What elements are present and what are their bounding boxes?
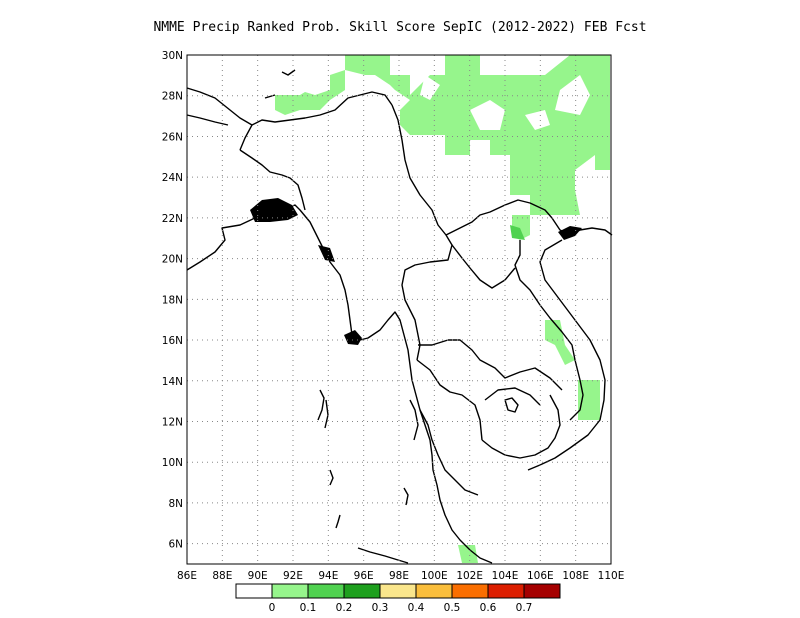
lat-tick-label: 8N <box>168 498 183 510</box>
colorbar-swatch <box>379 583 417 599</box>
colorbar-swatch <box>235 583 273 599</box>
colorbar-label: 0.7 <box>516 602 533 614</box>
colorbar: 0 0.1 0.2 0.3 0.4 0.5 0.6 0.7 <box>235 583 561 614</box>
colorbar-swatch <box>307 583 345 599</box>
colorbar-label: 0.5 <box>444 602 461 614</box>
skill-shading <box>275 55 610 563</box>
skill-region-high <box>510 225 525 240</box>
lon-tick-label: 94E <box>318 570 338 582</box>
colorbar-swatch <box>487 583 525 599</box>
colorbar-label: 0.3 <box>372 602 389 614</box>
skill-region-north <box>275 55 610 563</box>
lon-tick-label: 86E <box>177 570 197 582</box>
lat-tick-label: 30N <box>162 50 183 62</box>
colorbar-swatch <box>451 583 489 599</box>
colorbar-label: 0.4 <box>408 602 425 614</box>
colorbar-swatch <box>415 583 453 599</box>
longitude-labels: 86E 88E 90E 92E 94E 96E 98E 100E 102E 104E 106E 108… <box>177 570 624 582</box>
lon-tick-label: 90E <box>248 570 268 582</box>
coastal-islands <box>250 198 582 345</box>
colorbar-label: 0.1 <box>300 602 317 614</box>
lon-tick-label: 100E <box>421 570 448 582</box>
colorbar-swatch <box>343 583 381 599</box>
colorbar-swatch <box>523 583 561 599</box>
lon-tick-label: 106E <box>527 570 554 582</box>
lon-tick-label: 104E <box>492 570 519 582</box>
lat-tick-label: 20N <box>162 254 183 266</box>
lon-tick-label: 96E <box>354 570 374 582</box>
lon-tick-label: 92E <box>283 570 303 582</box>
lon-tick-label: 102E <box>456 570 483 582</box>
lat-tick-label: 26N <box>162 131 183 143</box>
lat-tick-label: 18N <box>162 294 183 306</box>
lon-tick-label: 110E <box>598 570 625 582</box>
lon-tick-label: 88E <box>212 570 232 582</box>
lat-tick-label: 10N <box>162 457 183 469</box>
colorbar-label: 0 <box>269 602 276 614</box>
lat-tick-label: 24N <box>162 172 183 184</box>
lat-tick-label: 12N <box>162 416 183 428</box>
lat-tick-label: 6N <box>168 539 183 551</box>
lat-tick-label: 14N <box>162 376 183 388</box>
gridlines <box>187 55 611 564</box>
colorbar-swatch <box>271 583 309 599</box>
lat-tick-label: 16N <box>162 335 183 347</box>
lat-tick-label: 28N <box>162 91 183 103</box>
lat-tick-label: 22N <box>162 213 183 225</box>
map-title: NMME Precip Ranked Prob. Skill Score Sep… <box>153 20 647 35</box>
lon-tick-label: 98E <box>389 570 409 582</box>
colorbar-label: 0.6 <box>480 602 497 614</box>
colorbar-label: 0.2 <box>336 602 353 614</box>
skill-gaps <box>420 55 590 130</box>
latitude-labels: 30N 28N 26N 24N 22N 20N 18N 16N 14N 12N 10N 8N 6N <box>162 50 183 551</box>
lon-tick-label: 108E <box>562 570 589 582</box>
plot-frame <box>186 54 612 565</box>
